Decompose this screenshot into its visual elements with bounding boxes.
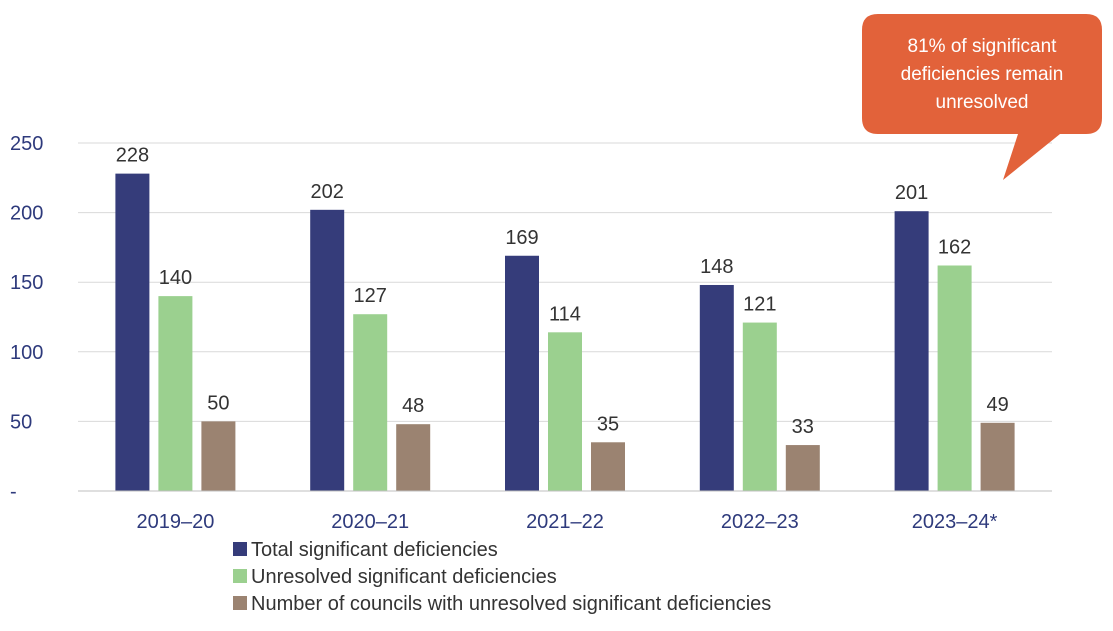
legend-label: Unresolved significant deficiencies (251, 566, 557, 588)
x-tick-label: 2023–24* (912, 511, 998, 533)
x-tick-label: 2022–23 (721, 511, 799, 533)
bar (894, 211, 929, 491)
bars (115, 173, 1015, 492)
data-label: 169 (505, 227, 538, 249)
x-tick-label: 2020–21 (331, 511, 409, 533)
data-label: 162 (938, 236, 971, 258)
data-label: 127 (354, 285, 387, 307)
callout-text: 81% of significant (908, 36, 1058, 57)
y-tick-label: - (10, 481, 17, 503)
data-label: 49 (986, 394, 1008, 416)
data-label: 201 (895, 182, 928, 204)
bar (980, 422, 1015, 491)
x-tick-label: 2021–22 (526, 511, 604, 533)
legend-swatch (233, 542, 247, 556)
y-tick-label: 250 (10, 133, 43, 155)
callout-bubble (862, 14, 1102, 180)
data-label: 140 (159, 267, 192, 289)
y-tick-label: 50 (10, 411, 32, 433)
data-label: 228 (116, 145, 149, 167)
bar (591, 442, 625, 491)
callout-text: unresolved (936, 92, 1029, 113)
bar (115, 173, 150, 491)
data-label: 48 (402, 395, 424, 417)
legend-swatch (233, 569, 247, 583)
bar (937, 265, 972, 491)
callout: 81% of significant deficiencies remain unr… (862, 14, 1102, 180)
bar (353, 314, 388, 491)
bar (201, 421, 236, 491)
y-tick-label: 100 (10, 342, 43, 364)
callout-text: deficiencies remain (901, 64, 1064, 85)
data-label: 114 (549, 303, 581, 325)
bar (505, 255, 539, 491)
x-tick-label: 2019–20 (136, 511, 214, 533)
data-label: 35 (597, 413, 619, 435)
bar (310, 209, 345, 492)
bar (548, 332, 582, 491)
bar (699, 284, 734, 491)
bar (158, 296, 193, 491)
y-tick-label: 200 (10, 203, 43, 225)
bar (742, 322, 777, 491)
data-label: 202 (311, 181, 344, 203)
data-labels: 228 140 50 202 127 48 169 114 35 148 121 33 201 162 49 (116, 145, 1009, 438)
data-label: 121 (743, 294, 776, 316)
legend: Total significant deficiencies Unresolved… (233, 539, 771, 615)
data-label: 33 (792, 416, 814, 438)
legend-label: Total significant deficiencies (251, 539, 498, 561)
bar (785, 445, 820, 491)
y-tick-label: 150 (10, 272, 43, 294)
legend-label: Number of councils with unresolved signi… (251, 593, 771, 615)
bar (396, 424, 431, 491)
data-label: 148 (700, 256, 733, 278)
legend-swatch (233, 596, 247, 610)
data-label: 50 (207, 392, 229, 414)
